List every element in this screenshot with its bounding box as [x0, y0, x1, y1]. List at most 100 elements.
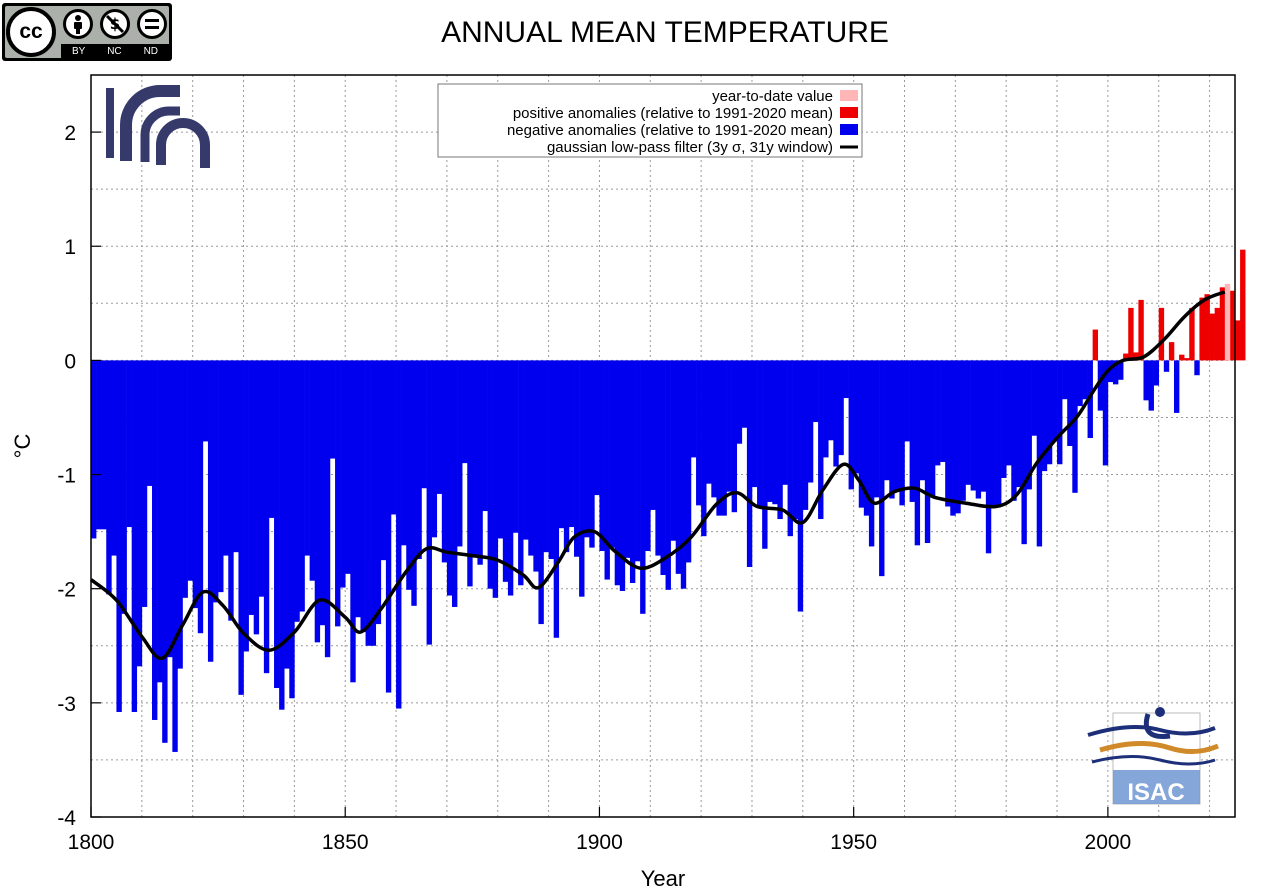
bar-1862 — [406, 360, 412, 590]
bar-2008 — [1148, 360, 1154, 411]
bar-1816 — [172, 360, 178, 752]
bar-1910 — [650, 360, 656, 510]
bar-1963 — [919, 360, 926, 481]
bar-1916 — [680, 360, 687, 589]
bar-1928 — [741, 360, 748, 428]
bar-1881 — [502, 360, 509, 582]
bar-1876 — [477, 360, 483, 565]
bar-1831 — [248, 360, 255, 615]
bar-1811 — [146, 360, 153, 486]
bar-2011 — [1163, 360, 1170, 372]
bar-1935 — [777, 360, 783, 520]
bar-1927 — [736, 360, 743, 444]
bar-1911 — [655, 360, 661, 556]
bar-2001 — [1112, 360, 1119, 385]
bar-1825 — [218, 360, 224, 593]
bar-1991 — [1062, 360, 1068, 400]
bar-1985 — [1031, 360, 1038, 436]
bar-1861 — [401, 360, 407, 546]
bar-1813 — [157, 360, 163, 683]
bar-1815 — [167, 360, 173, 658]
bar-1874 — [467, 360, 473, 587]
bar-1908 — [640, 360, 646, 614]
bar-1892 — [558, 360, 565, 529]
bar-1890 — [548, 360, 554, 560]
bar-1925 — [726, 360, 732, 492]
bar-1818 — [182, 360, 188, 598]
bar-1844 — [314, 360, 321, 643]
bar-1803 — [106, 360, 112, 595]
bar-1863 — [411, 360, 417, 606]
bar-1894 — [568, 360, 575, 528]
bar-1841 — [299, 360, 305, 612]
x-tick-label: 1800 — [68, 831, 115, 854]
bar-1899 — [594, 360, 600, 496]
bar-1854 — [365, 360, 371, 646]
legend-swatch — [840, 90, 858, 101]
bar-2004 — [1128, 307, 1134, 361]
bar-1834 — [263, 360, 270, 674]
bar-1891 — [553, 360, 560, 638]
bar-1884 — [518, 360, 524, 586]
bar-2002 — [1118, 360, 1124, 380]
bar-1986 — [1036, 360, 1043, 547]
bar-1980 — [1006, 360, 1012, 466]
noncommercial-icon: $ — [100, 9, 130, 39]
cc-license-badge[interactable]: cc $ BY NC ND — [2, 3, 172, 61]
x-tick-label: 2000 — [1085, 831, 1132, 854]
bar-1821 — [197, 360, 204, 634]
x-tick-label: 1950 — [830, 831, 877, 854]
bar-1939 — [797, 360, 804, 612]
y-axis-label: °C — [10, 434, 35, 459]
bar-1880 — [497, 360, 504, 539]
bar-1809 — [136, 360, 143, 667]
bar-1920 — [701, 360, 707, 537]
bar-1962 — [914, 360, 921, 546]
bar-1930 — [751, 360, 758, 488]
bar-2025 — [1235, 320, 1241, 361]
bar-1852 — [355, 360, 361, 618]
bar-1969 — [950, 360, 956, 516]
bar-1971 — [960, 360, 966, 501]
bar-1904 — [619, 360, 626, 591]
filter-line — [89, 290, 1226, 661]
bar-1829 — [238, 360, 244, 695]
bar-1832 — [253, 360, 260, 635]
bar-1900 — [599, 360, 605, 552]
bar-1958 — [894, 360, 900, 492]
bar-1889 — [543, 360, 549, 553]
bar-1983 — [1021, 360, 1027, 545]
y-tick-label: 2 — [64, 122, 76, 145]
bar-1926 — [731, 360, 738, 513]
bar-1906 — [629, 360, 636, 583]
isac-logo: ISAC — [1087, 707, 1219, 806]
bar-1964 — [924, 360, 931, 544]
bar-1922 — [711, 360, 717, 498]
bar-1961 — [909, 360, 915, 502]
bar-2017 — [1194, 360, 1200, 376]
bar-1824 — [213, 360, 219, 603]
bar-1934 — [772, 360, 778, 505]
bar-1805 — [116, 360, 122, 712]
bar-1873 — [462, 360, 468, 464]
bar-1998 — [1097, 360, 1104, 411]
bar-2009 — [1153, 360, 1160, 386]
bar-1879 — [492, 360, 499, 598]
bar-1948 — [843, 360, 849, 399]
bar-2024 — [1229, 290, 1236, 361]
bar-1982 — [1016, 360, 1022, 488]
bar-1999 — [1102, 360, 1109, 466]
bar-1843 — [309, 360, 316, 581]
bar-1959 — [899, 360, 905, 506]
bar-1830 — [243, 360, 249, 652]
bar-1966 — [935, 360, 941, 466]
bar-1989 — [1051, 360, 1058, 442]
bar-1968 — [945, 360, 951, 507]
bar-1940 — [802, 360, 809, 510]
bar-1893 — [563, 360, 570, 553]
bar-1987 — [1041, 360, 1048, 472]
bar-1882 — [507, 360, 514, 596]
bar-1970 — [955, 360, 961, 514]
bar-2003 — [1123, 353, 1129, 361]
bar-1856 — [375, 360, 382, 625]
